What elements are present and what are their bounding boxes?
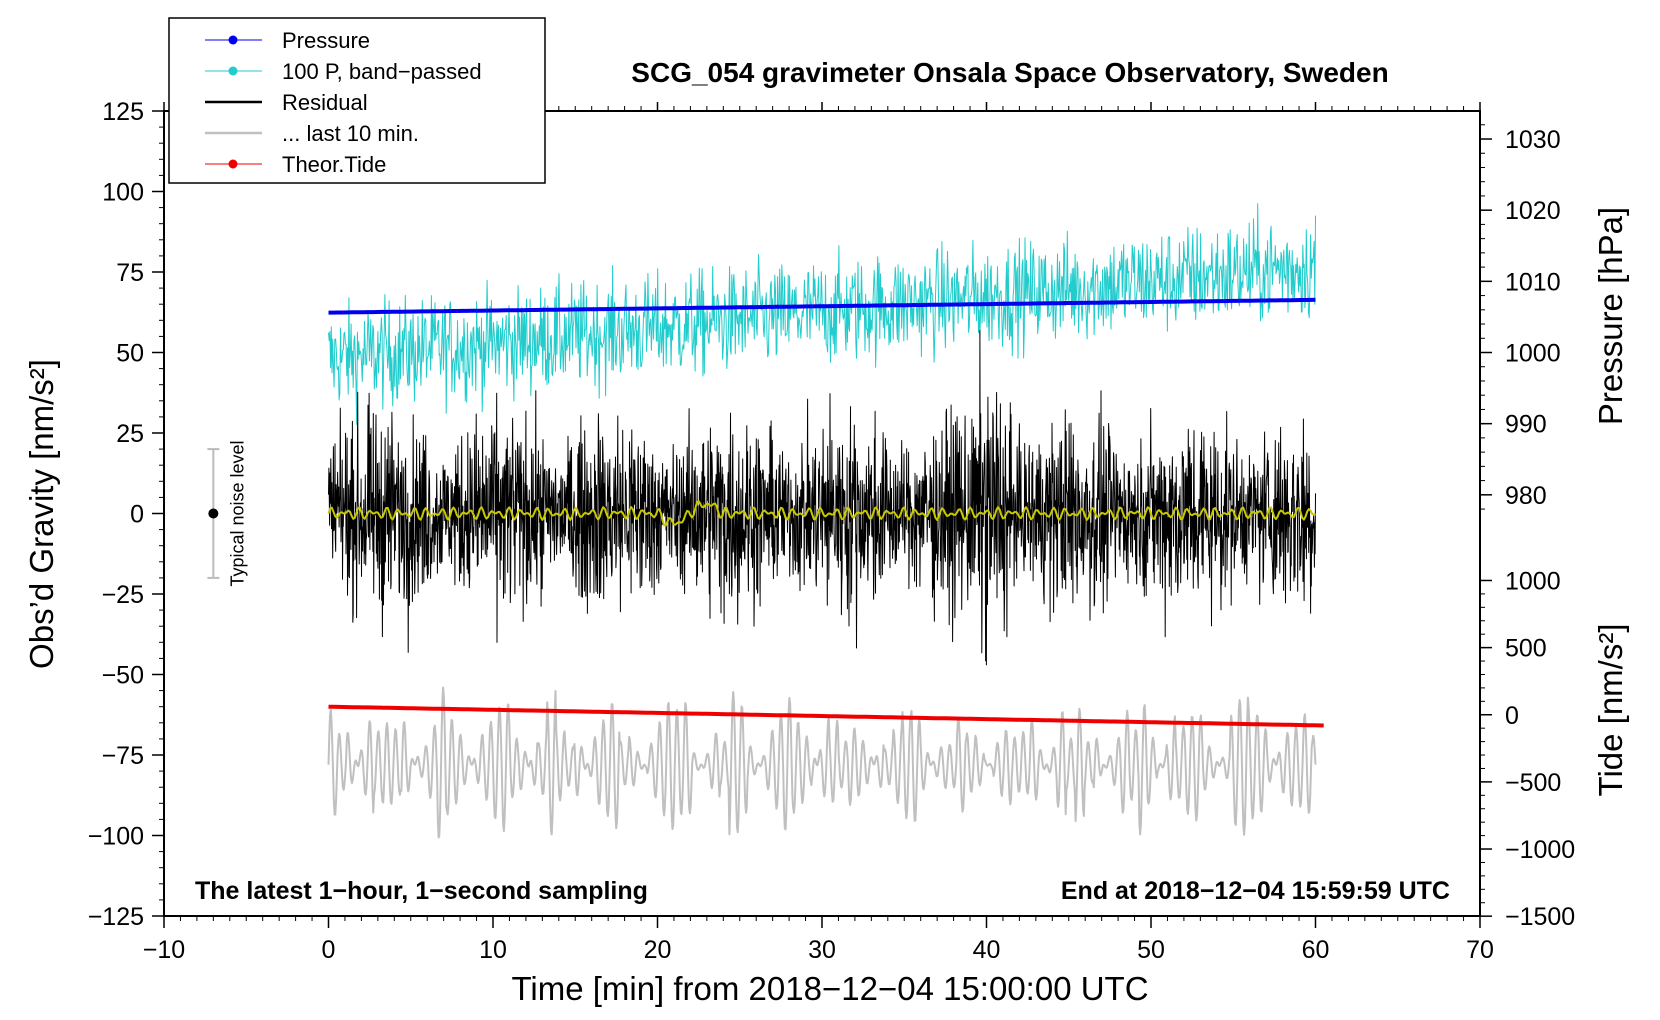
y-tick-label: 75 <box>116 259 144 287</box>
x-axis-title: Time [min] from 2018−12−04 15:00:00 UTC <box>511 970 1148 1007</box>
tide-tick-label: 1000 <box>1505 567 1561 595</box>
series-line-theoretical-tide <box>328 704 1324 728</box>
legend-marker <box>228 159 238 169</box>
series-line-residual <box>328 329 1316 666</box>
y-tick-label: −25 <box>102 581 144 609</box>
x-tick-label: 70 <box>1466 936 1494 964</box>
x-tick-label: 10 <box>479 936 507 964</box>
legend-label: ... last 10 min. <box>282 121 419 146</box>
series-line-smoothed-residual <box>327 500 1316 527</box>
legend-label: 100 P, band−passed <box>282 59 482 84</box>
y-tick-label: −75 <box>102 742 144 770</box>
series-line-bandpassed-pressure <box>328 203 1316 425</box>
tide-tick-label: −1000 <box>1505 836 1575 864</box>
tide-tick-label: 0 <box>1505 702 1519 730</box>
pressure-tick-label: 1020 <box>1505 197 1561 225</box>
x-tick-label: 50 <box>1137 936 1165 964</box>
x-tick-label: 20 <box>644 936 672 964</box>
series-line-last-10-min <box>327 686 1317 839</box>
noise-bar-label: Typical noise level <box>227 440 247 586</box>
legend-marker <box>228 35 238 45</box>
y-axis-title-pressure: Pressure [hPa] <box>1592 207 1629 425</box>
x-tick-label: 0 <box>322 936 336 964</box>
y-tick-label: 50 <box>116 340 144 368</box>
y-tick-label: −100 <box>88 823 144 851</box>
pressure-tick-label: 980 <box>1505 482 1547 510</box>
tide-tick-label: −500 <box>1505 769 1561 797</box>
x-tick-label: 60 <box>1302 936 1330 964</box>
legend-marker <box>228 66 238 76</box>
y-tick-label: 100 <box>102 179 144 207</box>
pressure-tick-label: 1030 <box>1505 126 1561 154</box>
annotation-end-time: End at 2018−12−04 15:59:59 UTC <box>1061 877 1450 905</box>
x-tick-label: 40 <box>973 936 1001 964</box>
y-tick-label: 25 <box>116 420 144 448</box>
pressure-tick-label: 1010 <box>1505 268 1561 296</box>
chart-title: SCG_054 gravimeter Onsala Space Observat… <box>631 57 1388 88</box>
series-line-pressure <box>328 297 1316 315</box>
legend-label: Pressure <box>282 28 370 53</box>
x-tick-label: 30 <box>808 936 836 964</box>
legend-label: Theor.Tide <box>282 152 386 177</box>
pressure-tick-label: 990 <box>1505 411 1547 439</box>
y-tick-label: 125 <box>102 98 144 126</box>
x-tick-label: −10 <box>143 936 185 964</box>
pressure-tick-label: 1000 <box>1505 340 1561 368</box>
y-tick-label: −50 <box>102 662 144 690</box>
noise-bar-point <box>208 508 219 519</box>
y-tick-label: 0 <box>130 501 144 529</box>
y-tick-label: −125 <box>88 903 144 931</box>
legend-label: Residual <box>282 90 368 115</box>
y-axis-title-tide: Tide [nm/s²] <box>1592 624 1629 797</box>
tide-tick-label: 500 <box>1505 635 1547 663</box>
tide-tick-label: −1500 <box>1505 903 1575 931</box>
legend-box <box>168 17 546 184</box>
y-axis-title-left: Obs’d Gravity [nm/s²] <box>23 359 60 669</box>
annotation-sampling: The latest 1−hour, 1−second sampling <box>195 877 648 905</box>
